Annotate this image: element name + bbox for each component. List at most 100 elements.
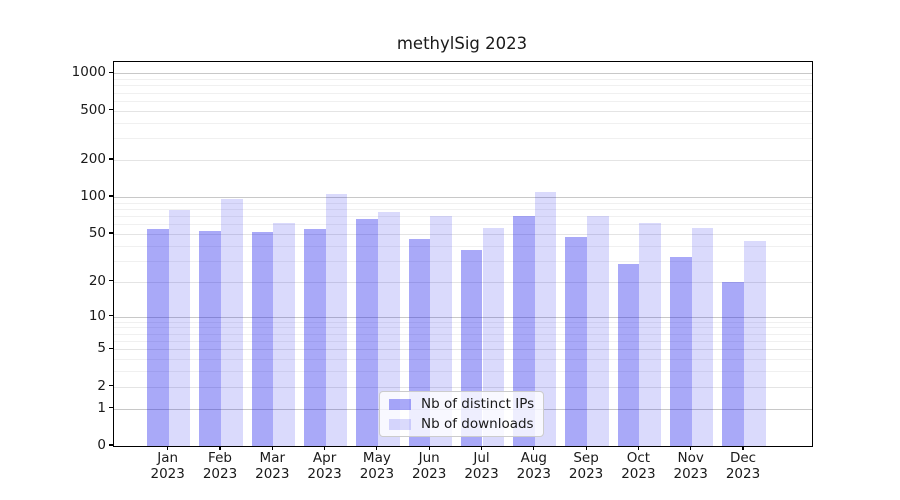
plot-area (113, 61, 813, 447)
bar-distinct-ips-jan (147, 228, 169, 446)
legend-swatch-downloads (389, 418, 411, 430)
bar-downloads-apr (325, 194, 348, 446)
gridline-y-500 (114, 110, 812, 112)
y-axis-tick-label: 1 (97, 399, 106, 416)
y-tick-mark (109, 315, 113, 317)
x-tick-mark (690, 446, 692, 451)
gridline-minor (114, 371, 812, 373)
gridline-minor (114, 138, 812, 140)
x-axis-label-sep: Sep 2023 (568, 450, 604, 482)
bar-distinct-ips-nov (670, 257, 692, 446)
y-axis-tick-label: 2 (97, 377, 106, 394)
x-tick-mark (585, 446, 587, 451)
gridline-minor (114, 341, 812, 343)
y-axis-tick-label: 20 (88, 272, 106, 289)
y-tick-mark (109, 71, 113, 73)
y-tick-mark (109, 444, 113, 446)
y-tick-mark (109, 280, 113, 282)
legend: Nb of distinct IPs Nb of downloads (379, 391, 544, 437)
x-tick-mark (219, 446, 221, 451)
bar-distinct-ips-feb (199, 230, 221, 446)
y-axis-tick-label: 1000 (71, 64, 106, 81)
y-tick-mark (109, 407, 113, 409)
gridline-minor (114, 245, 812, 247)
gridline-minor (114, 92, 812, 94)
x-axis-label-apr: Apr 2023 (307, 450, 342, 482)
gridline-minor (114, 216, 812, 218)
bar-distinct-ips-apr (303, 228, 326, 446)
gridline-minor (114, 85, 812, 87)
bar-distinct-ips-oct (617, 264, 640, 446)
x-axis-label-oct: Oct 2023 (621, 450, 656, 482)
bar-distinct-ips-sep (565, 237, 588, 446)
x-tick-mark (324, 446, 326, 451)
legend-item-downloads: Nb of downloads (389, 416, 534, 432)
x-axis-label-aug: Aug 2023 (516, 450, 551, 482)
y-axis-tick-label: 200 (80, 150, 106, 167)
y-axis-tick-label: 50 (88, 224, 106, 241)
bar-downloads-feb (221, 198, 243, 446)
gridline-y-1000 (114, 73, 812, 75)
bar-distinct-ips-mar (251, 231, 274, 446)
gridline-minor (114, 202, 812, 204)
gridline-y-50 (114, 233, 812, 235)
y-axis-tick-label: 100 (80, 188, 106, 205)
x-tick-mark (271, 446, 273, 451)
x-tick-mark (167, 446, 169, 451)
x-axis-label-dec: Dec 2023 (725, 450, 761, 482)
gridline-minor (114, 122, 812, 124)
gridline-minor (114, 359, 812, 361)
bar-downloads-jun (430, 216, 452, 446)
gridline-minor (114, 333, 812, 335)
x-axis-label-jul: Jul 2023 (464, 450, 499, 482)
x-tick-mark (480, 446, 483, 451)
gridline-minor (114, 224, 812, 226)
legend-label-downloads: Nb of downloads (421, 416, 534, 432)
y-axis-tick-label: 10 (88, 307, 106, 324)
y-tick-mark (109, 347, 113, 349)
bar-downloads-oct (639, 222, 662, 446)
gridline-minor (114, 79, 812, 81)
y-tick-mark (109, 195, 113, 197)
gridline-minor (114, 321, 812, 323)
bar-downloads-dec (744, 240, 766, 446)
gridline-minor (114, 208, 812, 210)
x-axis-label-mar: Mar 2023 (255, 450, 290, 482)
bar-downloads-may (377, 211, 400, 446)
x-axis-label-nov: Nov 2023 (673, 450, 708, 482)
bar-distinct-ips-aug (513, 216, 535, 446)
y-axis-tick-label: 5 (97, 340, 106, 357)
gridline-y-2 (114, 386, 812, 388)
x-tick-mark (637, 446, 639, 451)
bar-downloads-aug (534, 191, 557, 446)
bar-distinct-ips-may (356, 219, 378, 446)
gridline-y-200 (114, 159, 812, 161)
legend-label-distinct-ips: Nb of distinct IPs (421, 396, 535, 412)
y-tick-mark (109, 232, 113, 234)
x-tick-mark (376, 446, 378, 451)
bar-downloads-sep (587, 216, 609, 446)
x-tick-mark (742, 446, 744, 451)
x-axis-label-jan: Jan 2023 (150, 450, 185, 482)
gridline-minor (114, 327, 812, 329)
y-tick-mark (109, 158, 113, 160)
bar-distinct-ips-dec (722, 281, 744, 446)
gridline-y-10 (114, 316, 812, 318)
bar-downloads-nov (691, 227, 714, 446)
legend-swatch-distinct-ips (389, 398, 411, 410)
gridline-minor (114, 100, 812, 102)
x-axis-label-may: May 2023 (359, 450, 395, 482)
x-tick-mark (533, 446, 535, 451)
gridline-y-5 (114, 349, 812, 351)
bar-downloads-mar (273, 223, 295, 446)
x-axis-label-jun: Jun 2023 (412, 450, 447, 482)
legend-item-distinct-ips: Nb of distinct IPs (389, 396, 534, 412)
bar-downloads-jan (168, 210, 191, 446)
gridline-y-100 (114, 197, 812, 199)
chart-title: methylSig 2023 (396, 34, 528, 53)
gridline-minor (114, 260, 812, 262)
gridline-y-20 (114, 281, 812, 283)
x-axis-label-feb: Feb 2023 (202, 450, 238, 482)
y-axis-tick-label: 0 (97, 437, 106, 453)
